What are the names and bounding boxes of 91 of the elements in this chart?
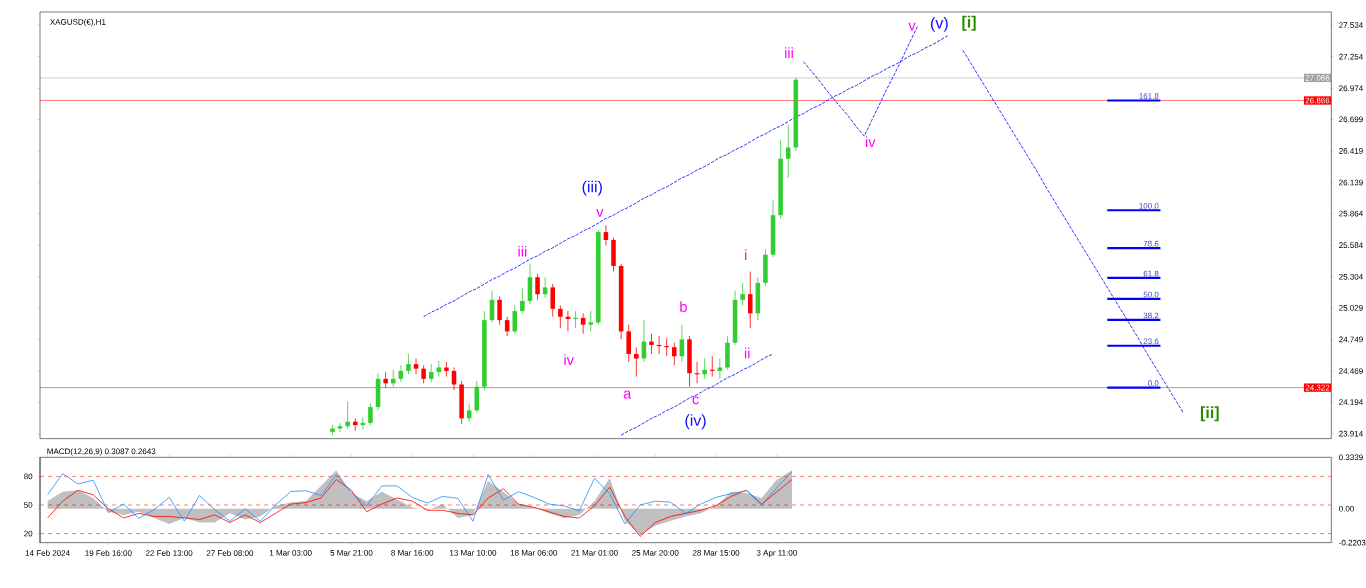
y-tick-label: 27.534 (1339, 22, 1363, 28)
annotation: (iv) (685, 414, 706, 430)
x-tick-label: 27 Feb 08:00 (206, 550, 254, 556)
annotation: v (908, 22, 916, 31)
annotation: a (623, 390, 632, 399)
candlestick (345, 401, 350, 429)
ref-line-label: 26.866 (1305, 97, 1330, 104)
annotation: b (680, 301, 687, 312)
x-tick-label: 28 Mar 15:00 (692, 550, 740, 556)
y-tick-label: 24.469 (1339, 368, 1363, 374)
annotation: iii (785, 47, 793, 58)
x-tick-label: 21 Mar 01:00 (571, 550, 618, 556)
candlestick (390, 369, 396, 388)
annotation: [i] (962, 15, 976, 31)
x-tick-label: 13 Mar 10:00 (450, 550, 497, 556)
y-tick-label: 0.3339 (1339, 454, 1363, 461)
y-tick-label: 25.584 (1339, 242, 1363, 249)
candlestick (352, 417, 358, 432)
y-tick-label: -0.2203 (1339, 539, 1366, 546)
x-tick-label: 8 Mar 16:00 (391, 550, 434, 556)
candlestick (740, 282, 745, 306)
candlestick (626, 324, 631, 363)
y-tick-label: 27.254 (1339, 53, 1363, 60)
annotation: iv (865, 136, 876, 148)
annotation: 0.0 (1148, 380, 1159, 387)
candlestick (634, 346, 639, 377)
x-tick-label: 14 Feb 2024 (25, 550, 70, 556)
candlestick (649, 333, 654, 355)
candlestick (573, 310, 578, 329)
y-tick-label: 0.00 (1339, 505, 1354, 512)
y-tick-label: 25.029 (1339, 305, 1363, 311)
y-tick-label: 23.914 (1339, 430, 1363, 437)
x-tick-label: 25 Mar 20:00 (632, 550, 679, 556)
candlestick (747, 271, 753, 329)
candlestick (428, 363, 434, 383)
x-tick-label: 3 Apr 11:00 (756, 550, 797, 558)
candlestick (785, 124, 791, 179)
candlestick (709, 355, 715, 377)
candlestick (588, 310, 594, 332)
y-tick-label: 24.749 (1339, 336, 1363, 343)
x-tick-label: 5 Mar 21:00 (330, 550, 373, 556)
x-tick-label: 1 Mar 03:00 (269, 550, 312, 556)
y-tick-label: 26.419 (1339, 148, 1363, 154)
y-tick-label: 26.974 (1339, 85, 1363, 92)
annotation: [ii] (1200, 406, 1219, 422)
x-tick-label: 22 Feb 13:00 (145, 550, 193, 556)
candlestick (406, 353, 411, 375)
candlestick (672, 342, 677, 366)
y-tick-label: 25.864 (1339, 210, 1363, 217)
y-tick-label: 24.194 (1339, 399, 1363, 405)
candlestick (512, 305, 518, 335)
x-tick-label: 18 Mar 06:00 (510, 550, 557, 556)
annotation: ii (744, 347, 750, 359)
candlestick (421, 364, 426, 384)
candlestick (542, 276, 548, 298)
y-tick-label: 26.699 (1339, 116, 1363, 123)
chart-title: MACD(12,26,9) 0.3087 0.2643 (47, 448, 156, 456)
annotation: i (745, 249, 747, 260)
candlestick (550, 283, 556, 318)
annotation: (v) (931, 16, 948, 32)
candlestick (580, 312, 586, 335)
y-tick-label: 26.139 (1339, 179, 1363, 186)
annotation: 23.6 (1143, 338, 1159, 345)
candlestick (520, 288, 525, 314)
y-tick-label: 25.304 (1339, 273, 1363, 280)
candlestick (535, 273, 540, 301)
ref-line-label: 24.322 (1305, 384, 1330, 391)
candlestick (497, 296, 502, 326)
annotation: 50.0 (1143, 291, 1159, 298)
annotation: v (596, 209, 604, 217)
candlestick (368, 403, 373, 426)
annotation: 78.6 (1143, 240, 1159, 247)
y2-tick-label: 20 (24, 530, 33, 537)
annotation: c (692, 396, 699, 405)
annotation: iv (564, 354, 574, 365)
annotation: iii (518, 245, 527, 257)
candlestick (664, 337, 669, 357)
candlestick (702, 358, 707, 380)
ref-line-label: 27.066 (1305, 75, 1330, 81)
annotation: 38.2 (1143, 312, 1159, 319)
candlestick (413, 358, 419, 375)
y2-tick-label: 80 (24, 473, 33, 480)
annotation: (iii) (582, 180, 602, 196)
text: XAGUSD(€),H1 (50, 18, 106, 27)
candlestick (444, 361, 449, 377)
y2-tick-label: 50 (24, 502, 33, 508)
annotation: 161.8 (1139, 93, 1159, 99)
x-tick-label: 19 Feb 16:00 (85, 550, 132, 556)
candlestick (558, 305, 563, 329)
annotation: 61.8 (1143, 270, 1159, 277)
annotation: 100.0 (1139, 202, 1159, 209)
